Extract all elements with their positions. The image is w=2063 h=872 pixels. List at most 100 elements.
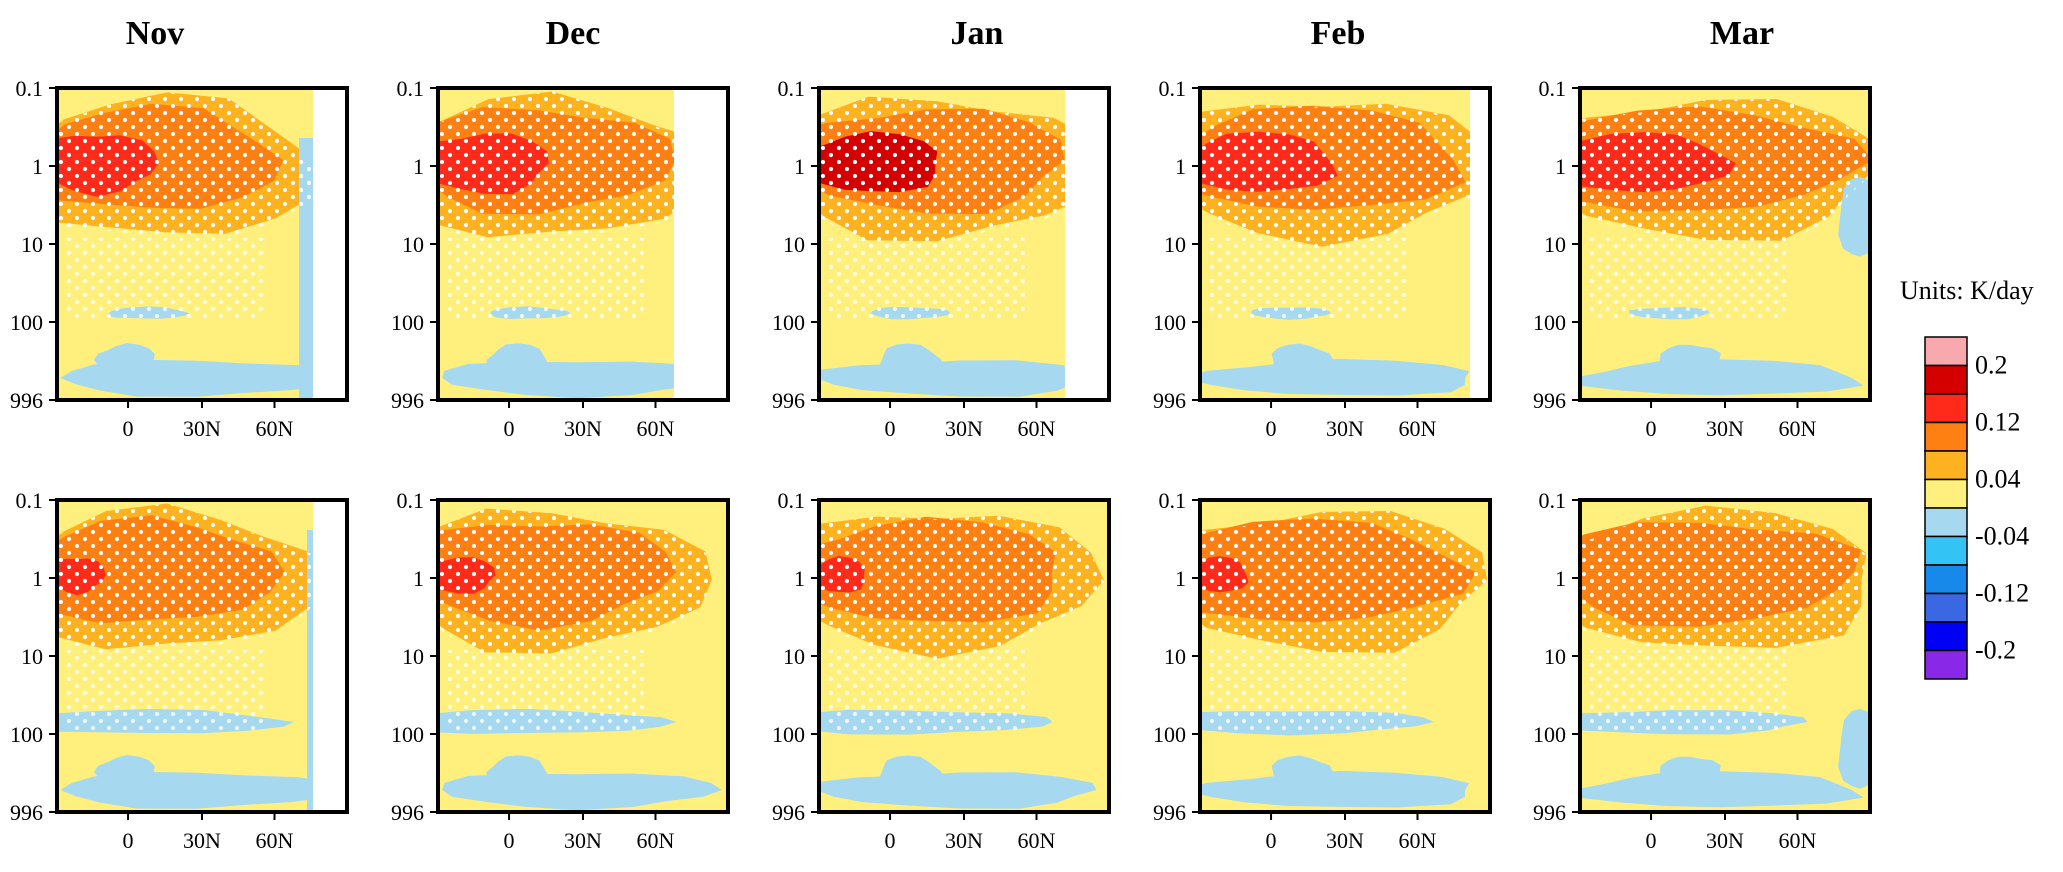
colorbar-swatch [1924, 393, 1968, 424]
y-tick-label: 100 [772, 310, 805, 335]
x-tick-label: 0 [504, 828, 515, 853]
panel-row2-nov: 0.1 1 10 100 996 0 30N 60N [10, 488, 349, 853]
y-tick-label: 10 [402, 644, 424, 669]
x-tick-label: 0 [1646, 416, 1657, 441]
y-tick-label: 1 [1555, 154, 1566, 179]
y-tick-label: 10 [1164, 232, 1186, 257]
y-tick-label: 100 [1153, 722, 1186, 747]
y-tick-label: 1 [794, 154, 805, 179]
y-tick-label: 0.1 [1159, 76, 1187, 101]
stipple-region [1580, 99, 1870, 245]
y-tick-label: 996 [391, 388, 424, 413]
y-tick-label: 996 [1533, 388, 1566, 413]
x-tick-label: 60N [1018, 828, 1056, 853]
contour-fill-light-blue [1580, 771, 1864, 808]
y-tick-label: 1 [413, 566, 424, 591]
panel-row1-mar: 0.1 1 10 100 996 0 30N 60N [1533, 76, 1872, 441]
colorbar-swatch [1924, 450, 1968, 481]
x-tick-label: 30N [1326, 416, 1364, 441]
x-tick-label: 60N [256, 828, 294, 853]
y-tick-label: 10 [1164, 644, 1186, 669]
stipple-region [1590, 238, 1790, 318]
x-tick-label: 0 [885, 828, 896, 853]
column-title-nov: Nov [126, 15, 185, 52]
contour-fill-light-blue [1580, 359, 1864, 396]
stipple-region [819, 515, 1104, 663]
y-tick-label: 10 [1544, 644, 1566, 669]
colorbar-swatch [1924, 621, 1968, 652]
stipple-region [67, 650, 267, 730]
stipple-region [67, 238, 267, 318]
y-tick-label: 0.1 [1539, 76, 1567, 101]
column-title-jan: Jan [951, 15, 1004, 52]
y-tick-label: 1 [794, 566, 805, 591]
colorbar: 0.2 0.12 0.04 -0.04 -0.12 -0.2 [1924, 336, 2029, 680]
y-tick-label: 0.1 [778, 488, 806, 513]
colorbar-swatch [1924, 592, 1968, 623]
y-tick-label: 0.1 [16, 76, 44, 101]
stipple-region [1200, 103, 1470, 251]
panel-row2-dec: 0.1 1 10 100 996 0 30N 60N [391, 488, 730, 853]
column-title-dec: Dec [546, 15, 601, 52]
contour-fill-light-blue [486, 343, 549, 376]
y-tick-label: 0.1 [1159, 488, 1187, 513]
y-tick-label: 996 [1153, 388, 1186, 413]
colorbar-swatch [1924, 336, 1968, 367]
y-tick-label: 10 [21, 232, 43, 257]
y-tick-label: 996 [1533, 800, 1566, 825]
y-tick-label: 10 [783, 232, 805, 257]
x-tick-label: 60N [637, 416, 675, 441]
y-tick-label: 100 [10, 310, 43, 335]
colorbar-label: 0.2 [1975, 351, 2008, 380]
column-title-mar: Mar [1710, 15, 1774, 52]
colorbar-swatch [1924, 564, 1968, 595]
colorbar-swatch [1924, 507, 1968, 538]
y-tick-label: 10 [21, 644, 43, 669]
colorbar-label: 0.12 [1975, 408, 2021, 437]
x-tick-label: 60N [1779, 828, 1817, 853]
contour-fill-light-blue [879, 343, 942, 376]
contour-fill-light-blue [1659, 756, 1721, 789]
contour-fill-light-blue [1659, 344, 1721, 377]
y-tick-label: 0.1 [778, 76, 806, 101]
panel-row2-jan: 0.1 1 10 100 996 0 30N 60N [772, 488, 1111, 853]
stipple-region [1580, 505, 1867, 652]
y-tick-label: 100 [391, 722, 424, 747]
stipple-region [438, 508, 712, 658]
colorbar-label: -0.12 [1975, 579, 2029, 608]
colorbar-label: -0.04 [1975, 522, 2029, 551]
x-tick-label: 0 [1646, 828, 1657, 853]
y-tick-label: 0.1 [16, 488, 44, 513]
x-tick-label: 0 [1266, 416, 1277, 441]
y-tick-label: 1 [32, 566, 43, 591]
x-tick-label: 60N [637, 828, 675, 853]
x-tick-label: 30N [1326, 828, 1364, 853]
y-tick-label: 10 [783, 644, 805, 669]
x-tick-label: 30N [183, 416, 221, 441]
y-tick-label: 996 [772, 800, 805, 825]
y-tick-label: 1 [413, 154, 424, 179]
y-tick-label: 996 [10, 388, 43, 413]
stipple-region [57, 503, 313, 654]
y-tick-label: 0.1 [397, 488, 425, 513]
x-tick-label: 30N [564, 416, 602, 441]
x-tick-label: 60N [1018, 416, 1056, 441]
contour-fill-light-blue [307, 530, 313, 812]
y-tick-label: 996 [10, 800, 43, 825]
stipple-region [448, 238, 648, 318]
y-tick-label: 10 [402, 232, 424, 257]
stipple-region [448, 650, 648, 730]
stipple-region [1210, 238, 1410, 318]
colorbar-label: 0.04 [1975, 465, 2021, 494]
x-tick-label: 60N [1399, 416, 1437, 441]
y-tick-label: 996 [391, 800, 424, 825]
y-tick-label: 1 [32, 154, 43, 179]
colorbar-label: -0.2 [1975, 636, 2016, 665]
x-tick-label: 60N [1399, 828, 1437, 853]
y-tick-label: 100 [1153, 310, 1186, 335]
x-tick-label: 60N [1779, 416, 1817, 441]
stipple-region [829, 238, 1029, 318]
y-tick-label: 1 [1175, 566, 1186, 591]
y-tick-label: 100 [391, 310, 424, 335]
